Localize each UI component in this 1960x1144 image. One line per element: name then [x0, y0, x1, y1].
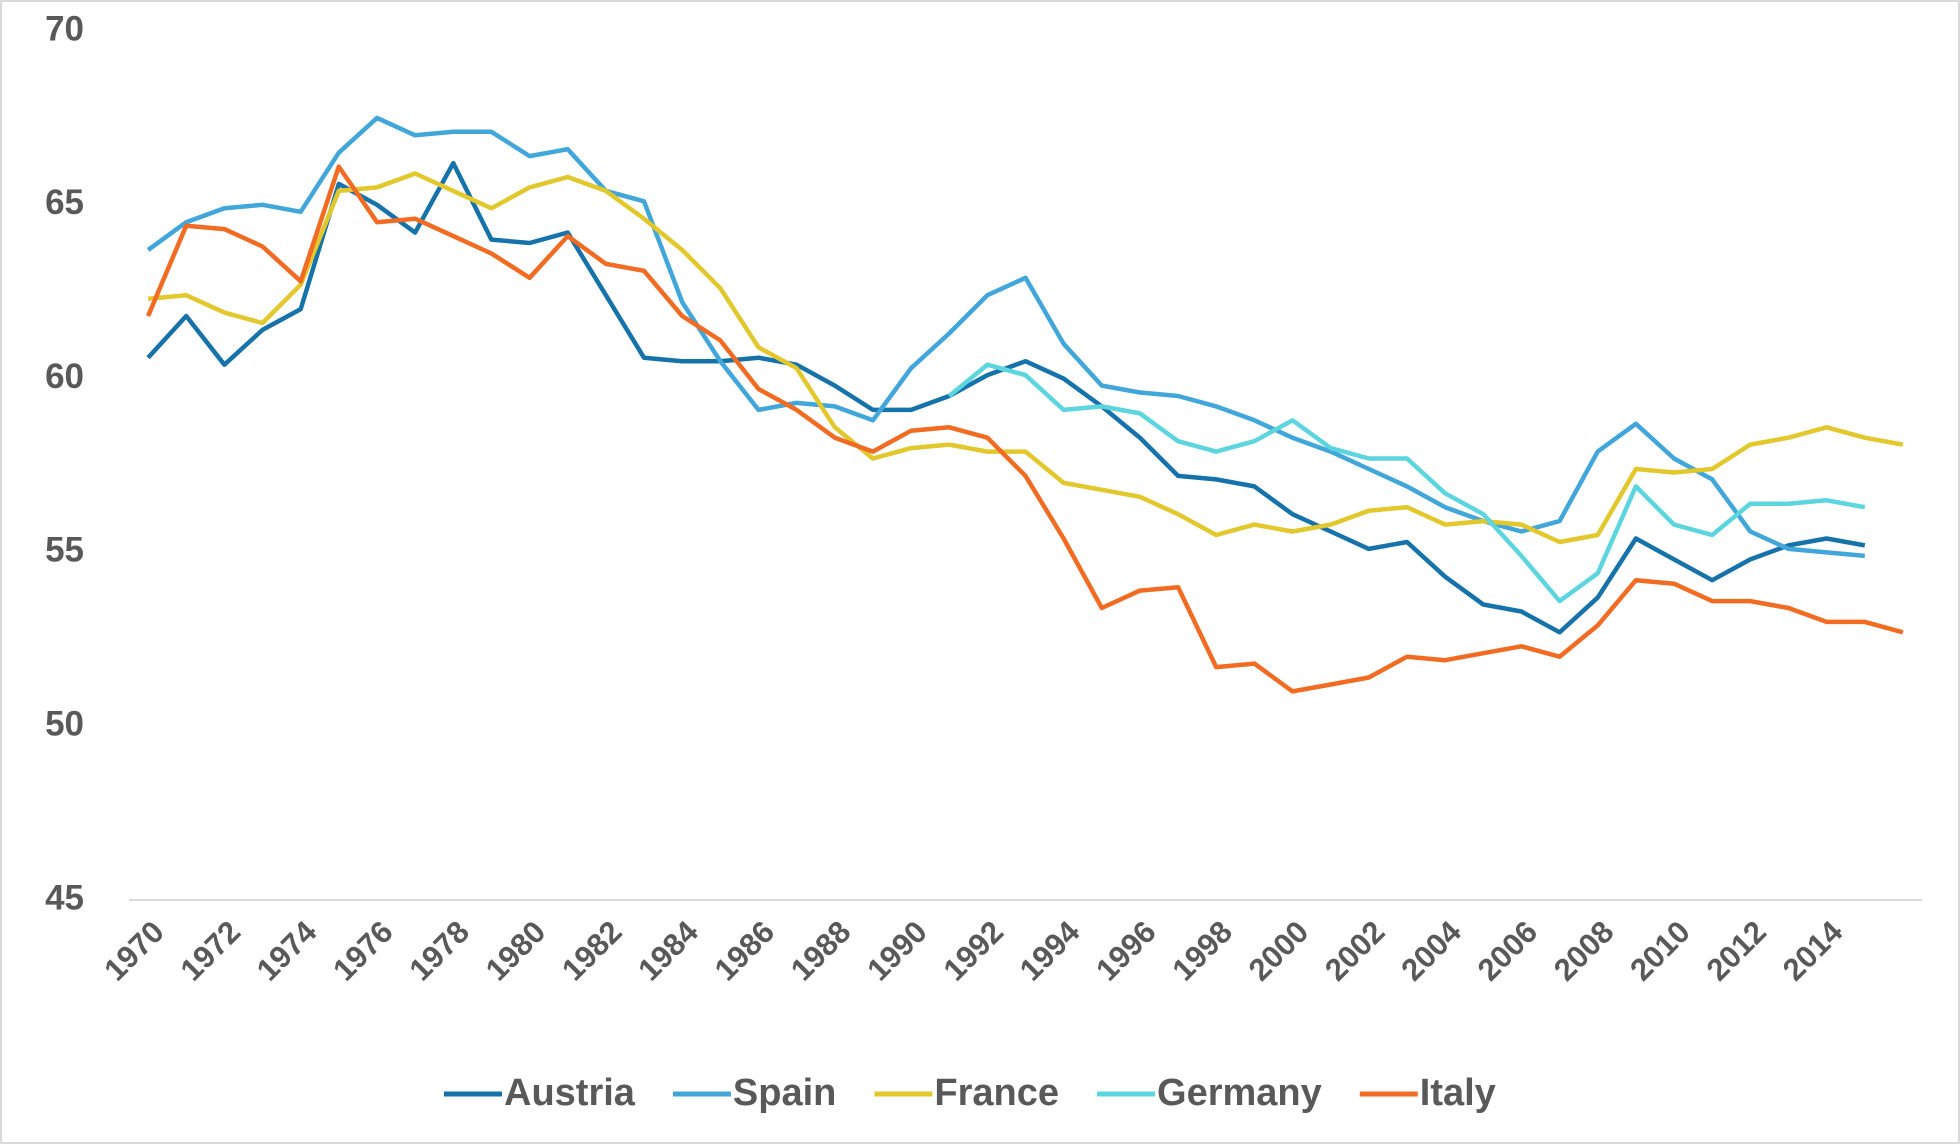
legend-label: France	[934, 1072, 1059, 1114]
series-line	[146, 164, 1904, 694]
legend-label: Austria	[504, 1072, 636, 1114]
y-tick-label: 45	[45, 878, 84, 917]
y-tick-label: 50	[45, 704, 84, 743]
series-line	[146, 115, 1866, 559]
series-line	[147, 171, 1904, 545]
y-tick-label: 55	[45, 531, 84, 570]
legend-label: Italy	[1420, 1072, 1496, 1114]
legend-label: Spain	[733, 1072, 836, 1114]
series-line	[947, 362, 1866, 604]
y-tick-label: 70	[45, 9, 84, 48]
legend-label: Germany	[1157, 1072, 1322, 1114]
y-tick-label: 60	[45, 357, 84, 396]
y-tick-label: 65	[45, 183, 84, 222]
